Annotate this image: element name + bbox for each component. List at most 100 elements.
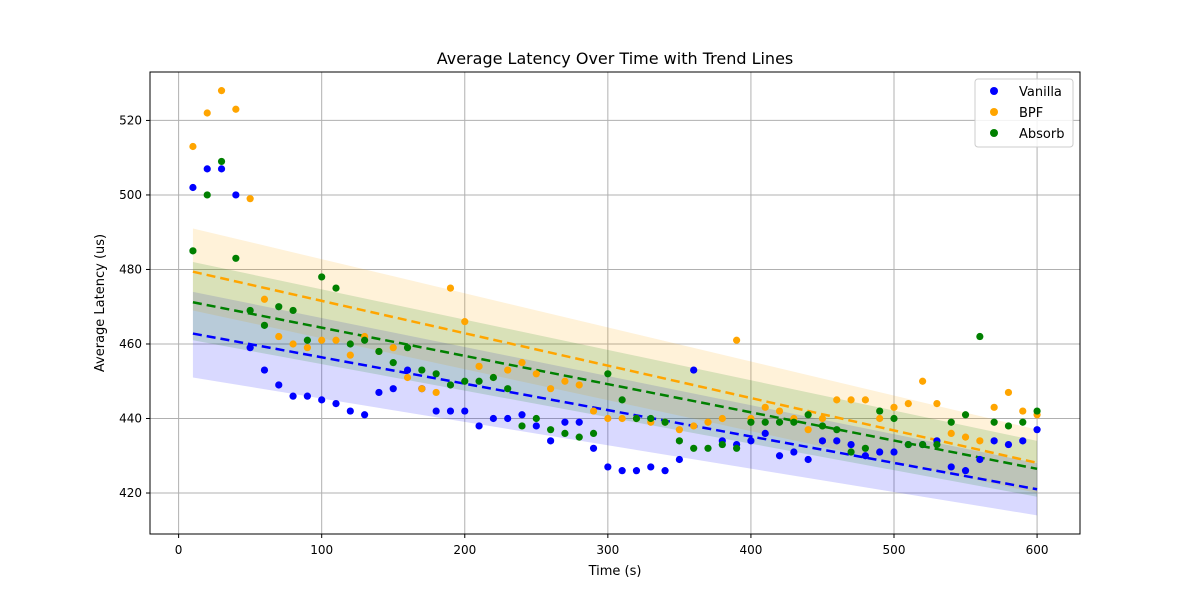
absorb-point bbox=[775, 418, 784, 426]
absorb-point bbox=[718, 440, 726, 449]
vanilla-point bbox=[361, 411, 369, 419]
bpf-legend-marker bbox=[990, 108, 998, 116]
vanilla-point bbox=[275, 381, 283, 389]
absorb-point bbox=[833, 426, 841, 434]
bpf-point bbox=[1004, 388, 1013, 397]
x-axis-label: Time (s) bbox=[588, 564, 642, 579]
vanilla-point bbox=[461, 407, 469, 415]
absorb-point bbox=[947, 418, 955, 426]
vanilla-point bbox=[790, 448, 798, 456]
x-tick-label: 500 bbox=[883, 543, 906, 557]
y-tick-label: 480 bbox=[119, 262, 142, 276]
bpf-point bbox=[904, 399, 912, 408]
absorb-point bbox=[475, 377, 483, 385]
vanilla-point bbox=[804, 455, 812, 464]
vanilla-point bbox=[403, 366, 412, 374]
vanilla-point bbox=[232, 191, 240, 199]
vanilla-point bbox=[690, 366, 698, 374]
bpf-point bbox=[618, 414, 626, 423]
vanilla-point bbox=[432, 407, 440, 415]
x-tick-label: 100 bbox=[310, 543, 333, 557]
bpf-point bbox=[504, 366, 512, 374]
bpf-point bbox=[847, 396, 855, 404]
absorb-legend-label: Absorb bbox=[1019, 127, 1064, 142]
bpf-point bbox=[275, 332, 283, 341]
vanilla-point bbox=[818, 437, 827, 445]
vanilla-point bbox=[961, 467, 970, 475]
vanilla-point bbox=[246, 344, 254, 352]
bpf-point bbox=[976, 437, 984, 445]
vanilla-point bbox=[647, 463, 655, 471]
bpf-point bbox=[475, 362, 483, 370]
absorb-point bbox=[589, 429, 598, 438]
absorb-point bbox=[704, 444, 712, 452]
vanilla-point bbox=[675, 455, 683, 464]
bpf-point bbox=[432, 388, 440, 397]
bpf-point bbox=[203, 109, 211, 117]
absorb-point bbox=[904, 440, 912, 449]
y-axis-label: Average Latency (us) bbox=[93, 234, 108, 372]
absorb-point bbox=[446, 381, 455, 389]
absorb-point bbox=[418, 366, 426, 374]
bpf-point bbox=[890, 403, 898, 411]
bpf-point bbox=[260, 295, 269, 303]
absorb-point bbox=[847, 448, 855, 456]
absorb-point bbox=[575, 433, 583, 441]
absorb-point bbox=[961, 411, 970, 419]
bpf-point bbox=[718, 414, 726, 423]
vanilla-point bbox=[589, 444, 598, 452]
absorb-point bbox=[532, 414, 540, 423]
absorb-point bbox=[1019, 418, 1027, 426]
vanilla-point bbox=[318, 396, 326, 404]
absorb-point bbox=[804, 411, 812, 419]
absorb-point bbox=[318, 273, 326, 281]
trend-lines bbox=[192, 270, 1038, 491]
bpf-trend-line bbox=[192, 270, 1038, 465]
absorb-point bbox=[919, 440, 927, 449]
absorb-point bbox=[504, 385, 512, 393]
bpf-point bbox=[933, 399, 941, 408]
bpf-point bbox=[690, 422, 698, 430]
bpf-point bbox=[346, 351, 354, 359]
absorb-point bbox=[1033, 407, 1041, 415]
bpf-point bbox=[418, 385, 426, 393]
vanilla-point bbox=[518, 411, 526, 419]
absorb-legend-marker bbox=[990, 129, 998, 137]
absorb-point bbox=[375, 347, 383, 356]
grid bbox=[150, 72, 1080, 534]
vanilla-point bbox=[547, 437, 555, 445]
vanilla-point bbox=[475, 422, 483, 430]
absorb-point bbox=[217, 157, 226, 166]
vanilla-point bbox=[990, 437, 998, 445]
vanilla-legend-label: Vanilla bbox=[1019, 85, 1062, 100]
bpf-point bbox=[804, 426, 812, 434]
vanilla-point bbox=[632, 467, 641, 475]
vanilla-point bbox=[618, 467, 626, 475]
absorb-point bbox=[604, 370, 612, 378]
chart-title: Average Latency Over Time with Trend Lin… bbox=[437, 49, 794, 68]
absorb-point bbox=[232, 254, 240, 262]
y-tick-label: 460 bbox=[119, 337, 142, 351]
absorb-point bbox=[690, 444, 698, 452]
vanilla-point bbox=[346, 407, 354, 415]
bpf-point bbox=[518, 359, 526, 367]
absorb-point bbox=[861, 444, 869, 452]
vanilla-point bbox=[303, 392, 311, 400]
absorb-point bbox=[332, 284, 340, 292]
absorb-point bbox=[432, 370, 440, 378]
y-tick-label: 420 bbox=[119, 486, 142, 500]
absorb-point bbox=[990, 418, 998, 426]
bpf-point bbox=[575, 381, 583, 389]
x-tick-label: 200 bbox=[453, 543, 476, 557]
bpf-point bbox=[547, 385, 555, 393]
absorb-point bbox=[303, 336, 311, 344]
absorb-point bbox=[890, 414, 898, 423]
vanilla-point bbox=[861, 452, 869, 460]
vanilla-point bbox=[1033, 426, 1041, 434]
x-tick-label: 400 bbox=[739, 543, 762, 557]
absorb-point bbox=[1004, 422, 1013, 430]
vanilla-legend-marker bbox=[990, 87, 998, 95]
bpf-point bbox=[876, 414, 884, 423]
absorb-point bbox=[518, 422, 526, 430]
absorb-point bbox=[675, 437, 683, 445]
